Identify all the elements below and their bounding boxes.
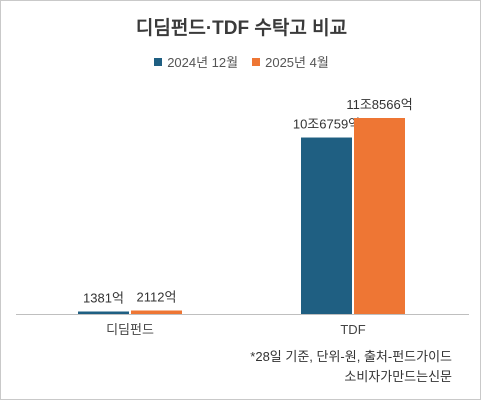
footnote-publisher: 소비자가만드는신문 xyxy=(344,369,452,384)
chart-footnote: *28일 기준, 단위-원, 출처-펀드가이드 소비자가만드는신문 xyxy=(250,347,452,387)
data-label-1-series-2: 2112억 xyxy=(137,290,177,305)
legend-swatch-series-2 xyxy=(252,57,261,66)
legend-item-series-1: 2024년 12월 xyxy=(154,52,238,71)
footnote-source: *28일 기준, 단위-원, 출처-펀드가이드 xyxy=(250,349,452,364)
category-label-2: TDF xyxy=(340,322,365,337)
legend-item-series-2: 2025년 4월 xyxy=(252,52,329,71)
bar-2-series-1 xyxy=(301,137,352,314)
chart-title: 디딤펀드·TDF 수탁고 비교 xyxy=(135,18,348,39)
data-label-2-series-1: 10조6759억 xyxy=(293,117,360,132)
data-label-1-series-1: 1381억 xyxy=(83,291,124,306)
bar-2-series-2 xyxy=(354,118,405,314)
bar-1-series-1 xyxy=(78,311,129,314)
chart-legend: 2024년 12월 2025년 4월 xyxy=(1,52,481,71)
bar-1-series-2 xyxy=(131,310,182,314)
legend-label-series-2: 2025년 4월 xyxy=(265,55,329,70)
legend-label-series-1: 2024년 12월 xyxy=(167,55,239,70)
category-label-1: 디딤펀드 xyxy=(106,322,154,337)
data-label-2-series-2: 11조8566억 xyxy=(346,97,412,112)
legend-swatch-series-1 xyxy=(154,57,163,66)
